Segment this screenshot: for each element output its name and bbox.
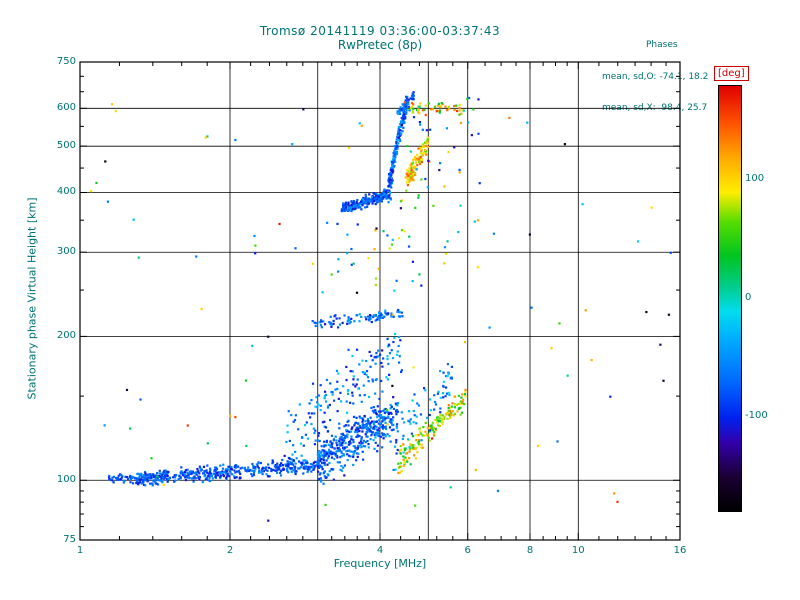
colorbar-gradient bbox=[719, 86, 741, 511]
y-tick-label: 400 bbox=[56, 186, 76, 198]
y-tick-label: 100 bbox=[56, 474, 76, 486]
x-tick-label: 8 bbox=[526, 545, 534, 556]
phase-stats-header: Phases bbox=[646, 40, 678, 50]
colorbar-tick-label: 100 bbox=[745, 173, 765, 185]
colorbar-tick-label: 0 bbox=[745, 291, 752, 303]
y-tick-label: 750 bbox=[56, 56, 76, 67]
x-tick-label: 4 bbox=[376, 545, 384, 556]
x-tick-label: 2 bbox=[226, 545, 234, 556]
x-tick-label: 6 bbox=[464, 545, 471, 556]
y-tick-label: 500 bbox=[56, 140, 76, 152]
x-tick-label: 16 bbox=[673, 545, 687, 556]
y-tick-label: 600 bbox=[56, 102, 76, 114]
colorbar-tick-label: -100 bbox=[745, 409, 768, 421]
y-tick-label: 200 bbox=[56, 330, 76, 342]
chart-title: Tromsø 20141119 03:36:00-03:37:43 bbox=[259, 24, 501, 38]
phase-colorbar bbox=[718, 85, 742, 512]
phase-stats-o-line: mean, sd,O: -74.1, 18.2 bbox=[602, 71, 709, 82]
y-tick-label: 300 bbox=[56, 246, 76, 258]
chart-subtitle: RwPretec (8p) bbox=[337, 38, 423, 52]
colorbar-unit-label: [deg] bbox=[714, 66, 749, 81]
x-tick-label: 10 bbox=[571, 545, 585, 556]
y-tick-label: 75 bbox=[63, 534, 76, 545]
x-axis-label: Frequency [MHz] bbox=[333, 557, 427, 570]
x-tick-label: 1 bbox=[76, 545, 84, 556]
